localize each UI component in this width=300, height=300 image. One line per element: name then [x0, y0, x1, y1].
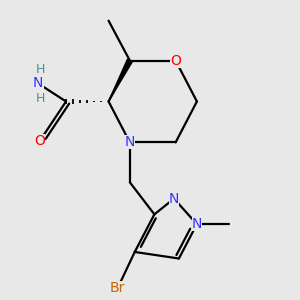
Text: N: N	[124, 135, 135, 149]
Text: O: O	[34, 134, 45, 148]
Text: N: N	[192, 217, 202, 231]
Text: H: H	[36, 63, 45, 76]
Text: Br: Br	[110, 281, 125, 295]
Polygon shape	[109, 59, 132, 101]
Text: H: H	[36, 92, 45, 105]
Text: O: O	[170, 54, 181, 68]
Text: N: N	[33, 76, 44, 91]
Text: N: N	[169, 192, 179, 206]
